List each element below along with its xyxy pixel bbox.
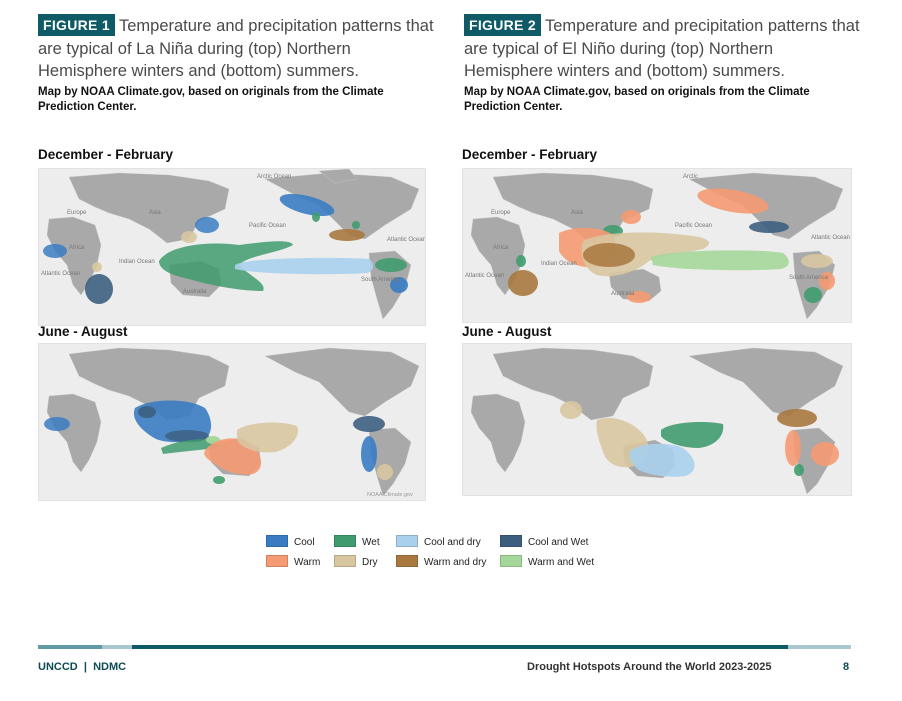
figure-1-credit: Map by NOAA Climate.gov, based on origin… — [38, 86, 384, 113]
map-watermark: NOAA Climate.gov — [367, 492, 413, 498]
legend-item-dry: Dry — [334, 555, 378, 569]
map-label-atlantic-ocean-west: Atlantic Ocean — [41, 271, 80, 277]
map2-label-atlantic-ocean: Atlantic Ocean — [811, 235, 850, 241]
figure-2-season-bottom: June - August — [462, 324, 552, 339]
map2-label-europe: Europe — [491, 210, 511, 216]
legend-swatch — [334, 555, 356, 567]
map-label-europe: Europe — [67, 210, 87, 216]
map2-label-atlantic-ocean-west: Atlantic Ocean — [465, 273, 504, 279]
map2-label-asia: Asia — [571, 210, 583, 216]
figure-2-credit: Map by NOAA Climate.gov, based on origin… — [464, 86, 810, 113]
map-label-africa: Africa — [69, 245, 85, 251]
figure-2-label: FIGURE 2 — [464, 14, 541, 36]
legend-swatch — [500, 555, 522, 567]
figure-1-caption: Temperature and precipitation patterns t… — [38, 17, 434, 80]
legend-item-wet: Wet — [334, 535, 380, 549]
legend-item-cool-and-wet: Cool and Wet — [500, 535, 588, 549]
figure-2-caption-block: FIGURE 2 Temperature and precipitation pa… — [464, 14, 864, 83]
legend-swatch — [266, 555, 288, 567]
el-nino-summer-map — [462, 343, 852, 496]
footer-title: Drought Hotspots Around the World 2023-2… — [527, 661, 772, 673]
legend-item-cool-and-dry: Cool and dry — [396, 535, 481, 549]
map-label-pacific-ocean: Pacific Ocean — [249, 223, 286, 229]
figure-1-season-top: December - February — [38, 147, 174, 162]
figure-1-caption-block: FIGURE 1 Temperature and precipitation pa… — [38, 14, 438, 83]
map-label-asia: Asia — [149, 210, 161, 216]
el-nino-winter-map: Arctic Europe Asia Africa Pacific Ocean … — [462, 168, 852, 323]
map-label-australia: Australia — [183, 289, 207, 295]
figure-2-header: FIGURE 2 Temperature and precipitation pa… — [464, 14, 864, 83]
legend-swatch — [396, 555, 418, 567]
legend-item-warm: Warm — [266, 555, 320, 569]
la-nina-summer-map: NOAA Climate.gov — [38, 343, 426, 501]
map-label-arctic-ocean: Arctic Ocean — [257, 174, 291, 180]
page-number: 8 — [843, 661, 850, 673]
figure-1-header: FIGURE 1 Temperature and precipitation pa… — [38, 14, 438, 83]
map2-label-south-america: South America — [789, 275, 829, 281]
figure-2-season-top: December - February — [462, 147, 598, 162]
map-label-atlantic-ocean: Atlantic Ocean — [387, 237, 425, 243]
legend-item-warm-and-wet: Warm and Wet — [500, 555, 594, 569]
map2-label-arctic: Arctic — [683, 174, 698, 180]
map-label-indian-ocean: Indian Ocean — [119, 259, 155, 265]
legend-item-warm-and-dry: Warm and dry — [396, 555, 486, 569]
legend-swatch — [396, 535, 418, 547]
map2-label-australia: Australia — [611, 291, 635, 297]
figure-2-caption: Temperature and precipitation patterns t… — [464, 17, 860, 80]
map2-label-pacific-ocean: Pacific Ocean — [675, 223, 712, 229]
la-nina-winter-map: Arctic Ocean Europe Asia Africa Pacific … — [38, 168, 426, 326]
figure-1-season-bottom: June - August — [38, 324, 128, 339]
map2-label-indian-ocean: Indian Ocean — [541, 261, 577, 267]
legend-swatch — [500, 535, 522, 547]
legend-swatch — [334, 535, 356, 547]
legend-item-cool: Cool — [266, 535, 315, 549]
figure-1-label: FIGURE 1 — [38, 14, 115, 36]
map2-label-africa: Africa — [493, 245, 509, 251]
map-legend: Cool Wet Cool and dry Cool and Wet Warm … — [266, 535, 626, 575]
map-label-south-america: South America — [361, 277, 401, 283]
footer-rule — [38, 645, 851, 649]
footer-org: UNCCD | NDMC — [38, 661, 127, 673]
legend-swatch — [266, 535, 288, 547]
